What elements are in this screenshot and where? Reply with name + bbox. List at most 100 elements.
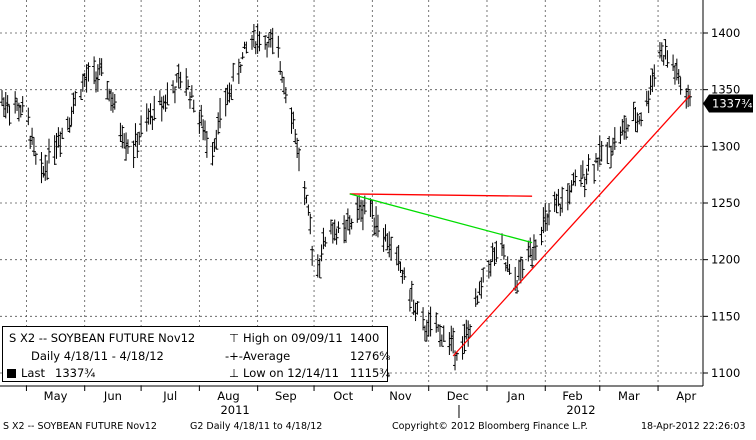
y-tick-label: 1250 xyxy=(711,196,740,210)
ohlc-bar xyxy=(46,138,51,164)
ohlc-bar xyxy=(125,139,130,154)
ohlc-bar xyxy=(402,267,407,280)
ohlc-bar xyxy=(488,259,493,277)
x-tick-label: Jul xyxy=(162,389,177,403)
ohlc-bar xyxy=(60,127,65,140)
y-tick-label: 1100 xyxy=(711,366,740,380)
ohlc-bar xyxy=(105,80,110,100)
ohlc-bar xyxy=(99,58,104,77)
y-tick-label: 1400 xyxy=(711,26,740,40)
ohlc-bar xyxy=(652,64,657,87)
ohlc-bar xyxy=(5,95,10,114)
ohlc-bar xyxy=(530,248,535,268)
ohlc-bar xyxy=(178,71,183,88)
ohlc-bar xyxy=(306,204,311,216)
ohlc-bar xyxy=(659,42,664,62)
high-label: High on 09/09/11 xyxy=(243,331,343,345)
ohlc-bar xyxy=(592,164,597,184)
ohlc-bar xyxy=(407,289,412,312)
ohlc-bar xyxy=(631,101,636,122)
trendline xyxy=(349,193,533,244)
y-tick-label: 1350 xyxy=(711,83,740,97)
trendline xyxy=(349,193,533,197)
y-tick-label: 1300 xyxy=(711,139,740,153)
ohlc-bar xyxy=(112,93,117,110)
ohlc-bar xyxy=(434,312,439,333)
ohlc-bar xyxy=(187,91,192,109)
ohlc-bar xyxy=(565,183,570,211)
x-tick-label: Nov xyxy=(389,389,412,403)
ohlc-bar xyxy=(507,264,512,275)
x-tick-label: Sep xyxy=(275,389,297,403)
ohlc-bar xyxy=(18,104,23,118)
ohlc-bar xyxy=(52,135,57,165)
ohlc-bar xyxy=(663,39,668,60)
ohlc-bar xyxy=(560,186,565,213)
low-icon: ⊥ xyxy=(229,366,240,380)
ohlc-bar xyxy=(319,244,324,262)
ohlc-bar xyxy=(199,104,204,126)
ohlc-bar xyxy=(409,280,414,302)
average-icon: -+- xyxy=(225,349,243,363)
ohlc-bar xyxy=(349,218,354,230)
x-tick-label: Mar xyxy=(618,389,640,403)
x-tick-label: Jan xyxy=(506,389,525,403)
ohlc-bar xyxy=(92,56,97,85)
ohlc-bar xyxy=(547,202,552,226)
x-tick-label: May xyxy=(44,389,68,403)
last-price-flag-label: 1337¾ xyxy=(712,97,752,111)
ohlc-bar xyxy=(172,86,177,104)
ohlc-bar xyxy=(31,137,36,157)
ohlc-bar xyxy=(135,133,140,159)
ohlc-bar xyxy=(468,324,473,337)
ohlc-bar xyxy=(317,258,322,279)
ohlc-bar xyxy=(218,97,223,129)
ohlc-bar xyxy=(20,96,25,113)
grid xyxy=(0,0,703,386)
ohlc-bar xyxy=(210,142,215,166)
last-price-flag: 1337¾ xyxy=(703,94,753,113)
ohlc-bar xyxy=(375,214,380,238)
ohlc-bar xyxy=(573,169,578,187)
ohlc-bar xyxy=(421,307,426,331)
ohlc-bar xyxy=(204,131,209,158)
ohlc-bar xyxy=(323,236,328,247)
ohlc-bar xyxy=(191,99,196,113)
ohlc-bar xyxy=(214,129,219,150)
axes: 1100 1150 1200 1250 1300 1350 1400 May Jun Jul Aug… xyxy=(0,0,753,418)
ohlc-bar xyxy=(86,62,91,82)
ohlc-bar xyxy=(515,279,520,294)
ohlc-bar xyxy=(437,324,442,347)
footer-period: G2 Daily 4/18/11 to 4/18/12 xyxy=(190,421,323,432)
ohlc-bar xyxy=(334,228,339,245)
last-value: 1337¾ xyxy=(55,366,96,380)
ohlc-bar xyxy=(165,82,170,106)
ohlc-bar xyxy=(686,84,691,108)
trendlines xyxy=(349,94,691,357)
ohlc-bar xyxy=(26,107,31,126)
ohlc-bar xyxy=(216,112,221,135)
ohlc-bar xyxy=(479,277,484,299)
year-label: 2011 xyxy=(220,403,249,417)
ohlc-bar xyxy=(492,247,497,266)
ohlc-bar xyxy=(328,219,333,235)
ohlc-bar xyxy=(7,105,12,126)
ohlc-bar xyxy=(462,323,467,354)
high-icon: ⊤ xyxy=(229,331,240,345)
ohlc-bar xyxy=(43,154,48,181)
ohlc-bar xyxy=(460,336,465,360)
average-label: Average xyxy=(243,349,291,363)
high-value: 1400 xyxy=(350,331,380,345)
ohlc-bar xyxy=(231,62,236,82)
ohlc-bar xyxy=(501,244,506,260)
ohlc-bar xyxy=(439,334,444,347)
average-value: 1276⁶⁄₈ xyxy=(350,349,391,363)
ohlc-bar xyxy=(518,256,523,284)
ohlc-bar xyxy=(276,35,281,58)
ohlc-bar xyxy=(543,203,548,232)
ohlc-bar xyxy=(665,50,670,68)
low-label: Low on 12/14/11 xyxy=(243,366,339,380)
ohlc-bar xyxy=(494,240,499,263)
